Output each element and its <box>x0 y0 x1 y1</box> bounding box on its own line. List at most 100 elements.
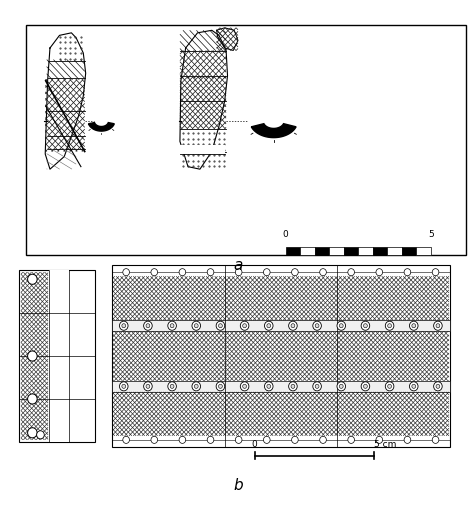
Circle shape <box>28 351 37 361</box>
Circle shape <box>240 382 249 391</box>
Text: b: b <box>233 478 243 493</box>
Circle shape <box>192 382 200 391</box>
Circle shape <box>288 382 297 391</box>
Polygon shape <box>217 28 238 50</box>
Circle shape <box>315 384 319 388</box>
Bar <box>315 247 329 255</box>
Circle shape <box>170 324 174 328</box>
Circle shape <box>192 321 200 330</box>
Circle shape <box>179 269 186 276</box>
Circle shape <box>436 384 440 388</box>
Circle shape <box>122 324 126 328</box>
Circle shape <box>364 324 367 328</box>
Circle shape <box>267 324 271 328</box>
Circle shape <box>404 269 411 276</box>
Bar <box>180 145 225 154</box>
Circle shape <box>151 269 158 276</box>
Circle shape <box>207 436 214 443</box>
Circle shape <box>387 324 391 328</box>
Circle shape <box>240 321 249 330</box>
Bar <box>402 247 416 255</box>
Circle shape <box>123 269 129 276</box>
Circle shape <box>291 324 295 328</box>
Circle shape <box>361 321 370 330</box>
Bar <box>373 247 387 255</box>
Text: 0: 0 <box>252 440 258 449</box>
Bar <box>286 247 300 255</box>
Circle shape <box>170 384 174 388</box>
Circle shape <box>292 436 298 443</box>
Circle shape <box>168 382 177 391</box>
Bar <box>387 247 402 255</box>
Circle shape <box>151 436 158 443</box>
Circle shape <box>376 269 383 276</box>
Circle shape <box>122 384 126 388</box>
Circle shape <box>28 274 37 284</box>
Circle shape <box>361 382 370 391</box>
Circle shape <box>337 382 346 391</box>
Circle shape <box>243 324 247 328</box>
Circle shape <box>263 269 270 276</box>
Circle shape <box>320 269 327 276</box>
Circle shape <box>207 269 214 276</box>
Circle shape <box>436 324 440 328</box>
Circle shape <box>216 382 225 391</box>
Circle shape <box>432 436 439 443</box>
Text: a: a <box>233 258 243 273</box>
Bar <box>300 247 315 255</box>
Circle shape <box>404 436 411 443</box>
Circle shape <box>348 269 355 276</box>
Bar <box>49 270 69 442</box>
Bar <box>112 320 450 331</box>
Circle shape <box>119 321 128 330</box>
Circle shape <box>119 382 128 391</box>
Bar <box>19 270 95 442</box>
Circle shape <box>313 321 321 330</box>
Circle shape <box>265 382 273 391</box>
Circle shape <box>144 321 152 330</box>
Circle shape <box>179 436 186 443</box>
Polygon shape <box>45 33 86 169</box>
Text: 0: 0 <box>283 230 288 239</box>
Circle shape <box>194 384 198 388</box>
Circle shape <box>28 394 37 404</box>
Circle shape <box>168 321 177 330</box>
Circle shape <box>123 436 129 443</box>
Circle shape <box>385 382 394 391</box>
Circle shape <box>37 431 44 439</box>
Circle shape <box>409 321 418 330</box>
Circle shape <box>235 269 242 276</box>
Bar <box>329 247 344 255</box>
Bar <box>112 381 450 392</box>
Circle shape <box>288 321 297 330</box>
Bar <box>358 247 373 255</box>
Circle shape <box>243 384 247 388</box>
Circle shape <box>146 384 150 388</box>
Circle shape <box>144 382 152 391</box>
Circle shape <box>339 384 343 388</box>
Circle shape <box>291 384 295 388</box>
Circle shape <box>267 384 271 388</box>
Circle shape <box>263 436 270 443</box>
Polygon shape <box>251 124 296 137</box>
Circle shape <box>218 324 222 328</box>
Bar <box>416 247 431 255</box>
Text: 5 cm: 5 cm <box>374 440 396 449</box>
Circle shape <box>385 321 394 330</box>
Circle shape <box>235 436 242 443</box>
Polygon shape <box>89 123 114 131</box>
Circle shape <box>412 384 416 388</box>
Circle shape <box>409 382 418 391</box>
Circle shape <box>434 321 442 330</box>
Text: 5: 5 <box>428 230 434 239</box>
Bar <box>344 247 358 255</box>
Circle shape <box>28 428 37 438</box>
Circle shape <box>387 384 391 388</box>
Circle shape <box>412 324 416 328</box>
Circle shape <box>218 384 222 388</box>
Circle shape <box>337 321 346 330</box>
Circle shape <box>216 321 225 330</box>
Circle shape <box>265 321 273 330</box>
Bar <box>112 265 450 447</box>
Circle shape <box>339 324 343 328</box>
